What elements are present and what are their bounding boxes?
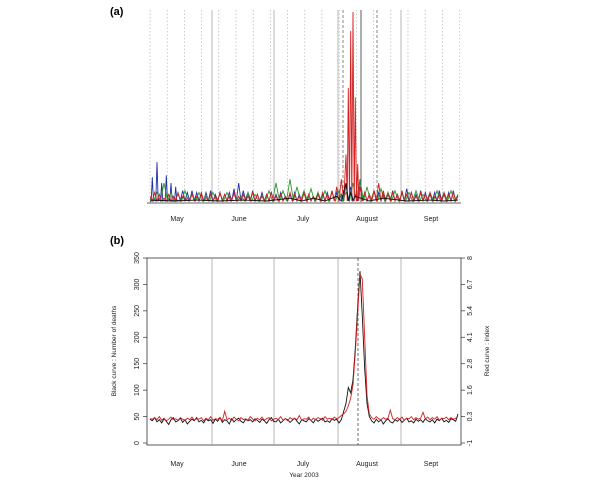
panel-a-series-line-1 [149, 179, 459, 203]
panel-a-month-label: July [297, 216, 310, 223]
right-y-tick-label: 5.4 [467, 306, 474, 316]
panel-b: (b) 0 50 100 150 200 250 300 350 -1 0.3 1.6 2.8 4.1… [110, 235, 491, 479]
panel-b-series [149, 271, 459, 426]
left-y-tick-label: 250 [134, 305, 141, 317]
panel-b-right-y-axis-title: Red curve : index [484, 325, 491, 376]
panel-b-month-label: July [297, 461, 310, 468]
panel-a-series-line-3 [149, 182, 459, 203]
right-y-tick-label: 1.6 [467, 385, 474, 395]
left-y-tick-label: 350 [134, 252, 141, 264]
panel-a-month-label: Sept [424, 216, 438, 223]
panel-a-gridlines [149, 10, 460, 202]
panel-b-left-y-ticks: 0 50 100 150 200 250 300 350 [134, 252, 147, 445]
left-y-tick-label: 150 [134, 358, 141, 370]
panel-a-series [149, 11, 459, 203]
panel-b-month-labels: May June July August Sept [170, 461, 438, 468]
right-y-tick-label: -1 [467, 440, 474, 446]
right-y-tick-label: 6.7 [467, 279, 474, 289]
panel-b-month-label: May [170, 461, 184, 468]
right-y-tick-label: 4.1 [467, 332, 474, 342]
panel-b-plot-frame [146, 257, 462, 446]
panel-a-series-line-2 [149, 11, 459, 203]
right-y-tick-label: 8 [467, 256, 474, 260]
left-y-tick-label: 200 [134, 331, 141, 343]
panel-b-month-label: June [231, 461, 246, 468]
panel-b-x-axis-title: Year 2003 [289, 472, 319, 479]
panel-b-month-label: August [356, 461, 378, 468]
panel-b-series-line-1 [149, 273, 459, 422]
panel-b-label: (b) [110, 235, 124, 247]
panel-a-month-labels: May June July August Sept [170, 216, 438, 223]
panel-b-right-y-ticks: -1 0.3 1.6 2.8 4.1 5.4 6.7 8 [461, 256, 474, 446]
panel-a: (a) May June July August Sept [110, 6, 461, 223]
panel-a-month-label: August [356, 216, 378, 223]
panel-b-left-y-axis-title: Black curve : Number of deaths [111, 305, 118, 396]
left-y-tick-label: 50 [134, 413, 141, 421]
panel-b-month-label: Sept [424, 461, 438, 468]
left-y-tick-label: 100 [134, 384, 141, 396]
right-y-tick-label: 0.3 [467, 412, 474, 422]
panel-b-series-line-0 [149, 271, 459, 426]
panel-a-label: (a) [110, 6, 124, 18]
panel-a-month-label: May [170, 216, 184, 223]
left-y-tick-label: 300 [134, 278, 141, 290]
panel-a-series-line-0 [149, 162, 459, 203]
right-y-tick-label: 2.8 [467, 359, 474, 369]
left-y-tick-label: 0 [134, 441, 141, 445]
panel-a-month-label: June [231, 216, 246, 223]
panel-b-month-separators [211, 258, 402, 445]
